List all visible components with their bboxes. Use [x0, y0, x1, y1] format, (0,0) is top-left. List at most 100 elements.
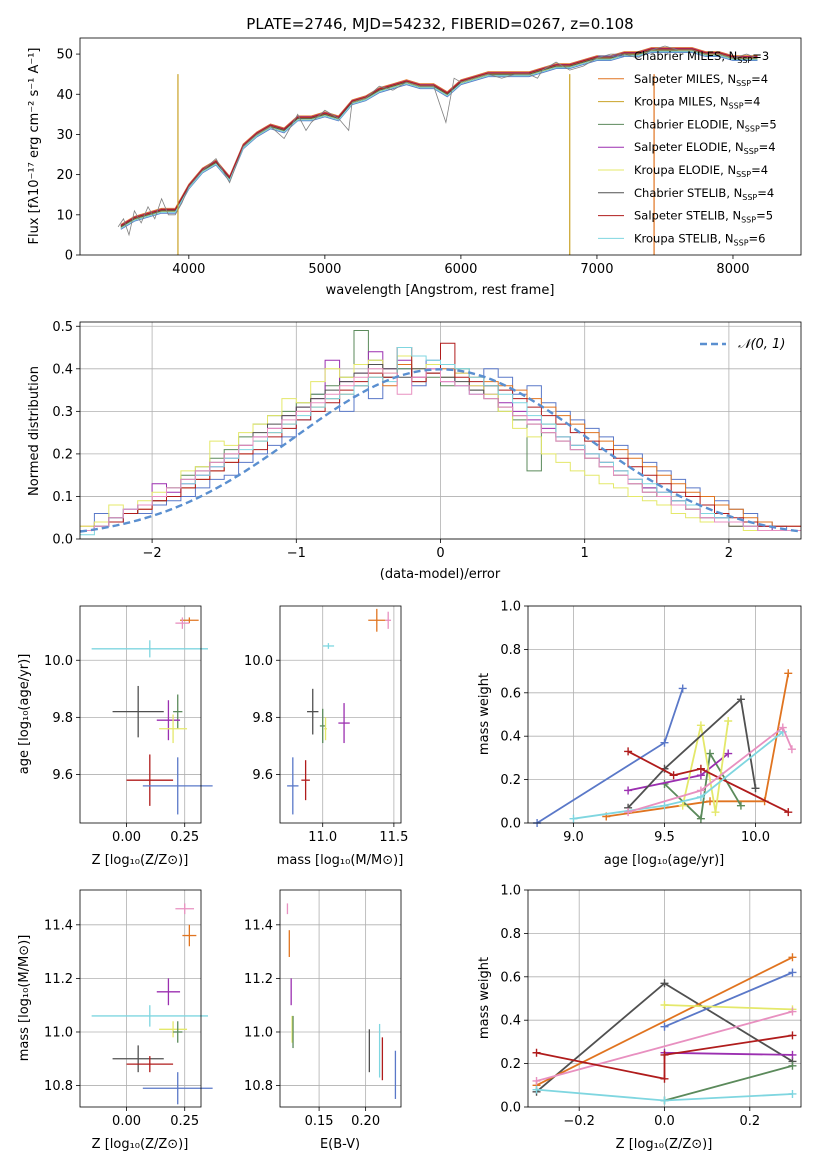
mass_vs_EBV-xtick-label: 0.15	[305, 1114, 334, 1129]
weight_vs_Z-marker-2-0	[660, 1022, 669, 1031]
age_vs_mass-point-3	[307, 688, 319, 735]
age_vs_Z-xtick-label: 0.00	[112, 830, 141, 845]
weight_vs_Z-marker-8-1	[660, 1096, 669, 1105]
weight_vs_age-ytick-label: 0.4	[500, 730, 521, 745]
weight-vs-age-xlabel: age [log₁₀(age/yr)]	[604, 853, 725, 868]
mass_vs_EBV-xtick-label: 0.20	[351, 1114, 380, 1129]
mass_vs_EBV-ytick-label: 11.4	[244, 918, 273, 933]
residuals-ticks: −2 −1 0 1 2 0.0 0.1 0.2 0.3 0.4 0.5	[52, 320, 733, 561]
residuals-xtick-label: 0	[436, 546, 444, 561]
weight_vs_Z-xtick-label: 0.0	[654, 1114, 675, 1129]
mass-vs-ebv-xlabel: E(B-V)	[320, 1137, 360, 1152]
spectrum-xtick-label: 8000	[716, 262, 749, 277]
age_vs_Z-point-3	[112, 685, 164, 738]
weight-vs-age-marks	[533, 669, 796, 827]
weight-vs-age-ticks: 9.0 9.5 10.0 0.0 0.2 0.4 0.6 0.8 1.0	[500, 600, 770, 846]
panel-age-vs-mass: 11.0 11.5 9.6 9.8 10.0 mass [log₁₀(M/M⊙)]	[244, 605, 408, 868]
weight_vs_age-ytick-label: 1.0	[500, 600, 521, 615]
mass_vs_EBV-ytick-label: 11.0	[244, 1025, 273, 1040]
weight_vs_age-marker-2-3	[736, 801, 745, 810]
weight_vs_Z-marker-6-3	[788, 1031, 797, 1040]
spectrum-model-line-6	[120, 49, 758, 228]
age_vs_mass-ytick-label: 9.8	[252, 711, 273, 726]
weight_vs_age-marker-4-3	[724, 717, 733, 726]
mass-vs-z-xlabel: Z [log₁₀(Z/Z⊙)]	[92, 1137, 189, 1152]
weight_vs_Z-line-3	[664, 1004, 793, 1011]
age-vs-mass-ticks: 11.0 11.5 9.6 9.8 10.0	[244, 654, 408, 845]
age-vs-z-marks	[91, 617, 213, 815]
weight-vs-z-ylabel: mass weight	[477, 957, 492, 1039]
age_vs_Z-point-2	[91, 640, 208, 658]
weight_vs_Z-line-2	[664, 971, 793, 1028]
mass-vs-ebv-marks	[286, 903, 397, 1099]
panel-mass-vs-ebv: 0.15 0.20 10.8 11.0 11.2 11.4 E(B-V)	[244, 889, 402, 1152]
age_vs_mass-point-6	[338, 703, 350, 744]
residual-histogram-6	[80, 342, 801, 531]
weight_vs_Z-marker-0-1	[660, 979, 669, 988]
mass-vs-z-axes-frame	[79, 889, 202, 1108]
panel-mass-vs-z: 0.00 0.25 10.8 11.0 11.2 11.4 Z [log₁₀(Z/Z⊙)]…	[17, 889, 213, 1152]
spectrum-legend-label-0: Chabrier MILES, NSSP=3	[634, 49, 769, 65]
weight_vs_age-marker-6-2	[696, 764, 705, 773]
residuals-ytick-label: 0.2	[52, 447, 73, 462]
spectrum-legend-label-3: Chabrier ELODIE, NSSP=5	[634, 117, 777, 133]
weight_vs_age-marker-7-0	[569, 814, 578, 823]
mass_vs_Z-ytick-label: 10.8	[44, 1079, 73, 1094]
residuals-ytick-label: 0.1	[52, 490, 73, 505]
weight_vs_age-ytick-label: 0.0	[500, 817, 521, 832]
weight-vs-z-xlabel: Z [log₁₀(Z/Z⊙)]	[616, 1137, 713, 1152]
weight_vs_age-line-8	[627, 726, 793, 813]
weight_vs_age-xtick-label: 9.0	[563, 830, 584, 845]
weight_vs_age-marker-8-3	[787, 745, 796, 754]
weight_vs_age-xtick-label: 9.5	[654, 830, 675, 845]
mass_vs_Z-ytick-label: 11.4	[44, 918, 73, 933]
age_vs_Z-ytick-label: 9.6	[52, 768, 73, 783]
weight_vs_age-marker-4-0	[678, 801, 687, 810]
mass_vs_Z-point-3	[91, 1005, 208, 1027]
age_vs_mass-point-7	[301, 760, 310, 801]
weight_vs_age-marker-0-1	[660, 738, 669, 747]
spectrum-clip	[117, 45, 758, 255]
age_vs_Z-ytick-label: 9.8	[52, 711, 73, 726]
weight_vs_age-line-7	[573, 731, 784, 820]
mass-vs-ebv-axes-frame	[279, 889, 402, 1108]
age_vs_Z-point-0	[180, 617, 199, 624]
weight_vs_Z-marker-7-1	[788, 1061, 797, 1070]
age_vs_mass-point-2	[322, 643, 335, 649]
weight_vs_Z-ytick-label: 0.0	[500, 1101, 521, 1116]
weight_vs_age-marker-4-2	[711, 808, 720, 817]
residuals-xtick-label: 1	[581, 546, 589, 561]
spectrum-legend-label-6: Chabrier STELIB, NSSP=4	[634, 186, 774, 202]
panel-age-vs-z: 0.00 0.25 9.6 9.8 10.0 Z [log₁₀(Z/Z⊙)] age […	[17, 605, 213, 868]
residuals-ylabel: Normed distribution	[27, 366, 42, 496]
weight_vs_age-marker-6-1	[669, 771, 678, 780]
age_vs_Z-point-4	[173, 694, 183, 729]
mass_vs_Z-point-0	[175, 903, 195, 915]
weight_vs_age-line-4	[681, 720, 730, 813]
age_vs_mass-point-8	[287, 757, 299, 815]
mass_vs_EBV-ytick-label: 11.2	[244, 972, 273, 987]
age_vs_mass-point-1	[385, 611, 392, 629]
spectrum-legend: Chabrier MILES, NSSP=3 Salpeter MILES, NS…	[598, 49, 777, 247]
spectrum-xlabel: wavelength [Angstrom, rest frame]	[326, 283, 555, 298]
weight_vs_age-line-6	[627, 750, 789, 813]
age_vs_Z-point-7	[126, 754, 174, 806]
panel-weight-vs-z: −0.2 0.0 0.2 0.0 0.2 0.4 0.6 0.8 1.0 Z [log₁₀(Z/…	[477, 884, 802, 1152]
spectrum-legend-label-2: Kroupa MILES, NSSP=4	[634, 95, 760, 111]
spectrum-ytick-label: 20	[56, 168, 73, 183]
residual-histogram-7	[80, 347, 801, 536]
mass-vs-z-ylabel: mass [log₁₀(M/M⊙)]	[17, 935, 32, 1062]
age_vs_mass-point-5	[324, 717, 327, 741]
age-vs-z-ylabel: age [log₁₀(age/yr)]	[17, 654, 32, 775]
weight_vs_Z-marker-6-0	[532, 1048, 541, 1057]
weight_vs_age-line-5	[627, 697, 757, 809]
residuals-ytick-label: 0.4	[52, 362, 73, 377]
panel-weight-vs-age: 9.0 9.5 10.0 0.0 0.2 0.4 0.6 0.8 1.0 age [log₁₀(…	[477, 600, 802, 868]
gaussian-legend-label: 𝒩(0, 1)	[738, 337, 785, 352]
age_vs_Z-point-6	[159, 714, 188, 744]
weight_vs_Z-marker-8-0	[532, 1085, 541, 1094]
age_vs_mass-point-0	[368, 608, 386, 632]
spectrum-ytick-label: 30	[56, 128, 73, 143]
weight_vs_Z-line-5	[664, 1051, 793, 1056]
